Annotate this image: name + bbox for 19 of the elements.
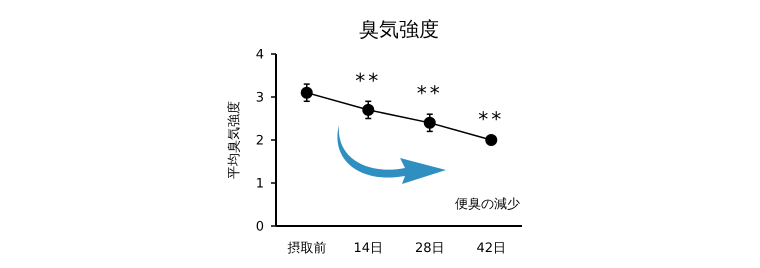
y-axis-title: 平均臭気強度 bbox=[226, 101, 242, 179]
x-tick-label: 14日 bbox=[353, 241, 384, 256]
x-tick-label: 28日 bbox=[414, 241, 445, 256]
y-tick-label: 1 bbox=[256, 176, 264, 192]
point bbox=[300, 86, 313, 99]
chart-title: 臭気強度 bbox=[359, 17, 439, 41]
x-tick-label: 摂取前 bbox=[287, 241, 326, 256]
y-tick-label: 0 bbox=[256, 220, 264, 234]
x-tick-label: 42日 bbox=[476, 241, 506, 256]
annotation: ** bbox=[416, 81, 443, 106]
y-tick-label: 2 bbox=[256, 134, 264, 148]
point bbox=[424, 116, 436, 129]
annotation: 便臭の減少 bbox=[455, 197, 520, 212]
annotation: ** bbox=[355, 68, 382, 92]
point bbox=[362, 104, 374, 116]
y-tick-label: 4 bbox=[256, 48, 264, 62]
annotation: ** bbox=[478, 107, 504, 131]
y-tick-label: 3 bbox=[256, 90, 264, 106]
point bbox=[485, 134, 498, 146]
